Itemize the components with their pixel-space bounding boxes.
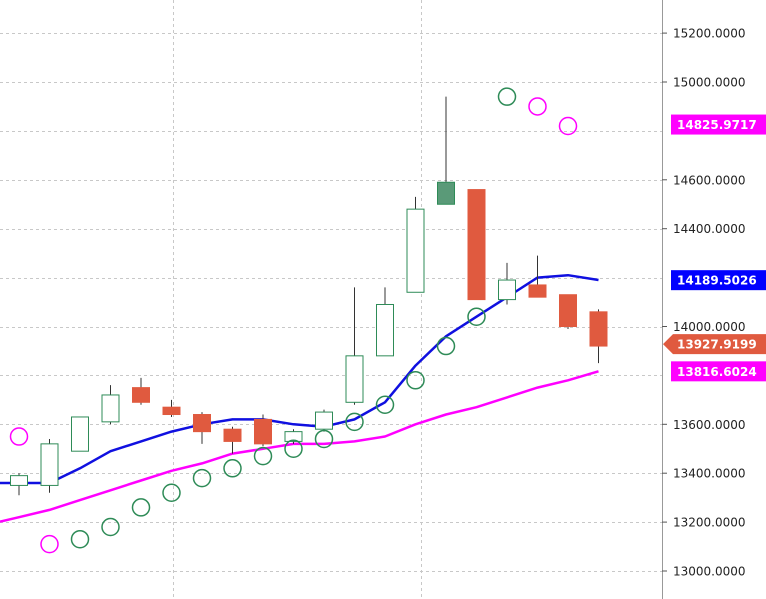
price-tag-label: 13927.9199 (677, 338, 757, 352)
sar-marker (131, 498, 151, 517)
bull-candle (437, 96, 455, 205)
candle-body (345, 355, 364, 403)
indicator-lines (0, 273, 599, 523)
price-tag-label: 13816.6024 (677, 365, 757, 379)
price-tag: 13816.6024 (671, 361, 766, 382)
bull-candle (376, 287, 394, 357)
bull-candle (498, 262, 516, 305)
sar-marker (253, 446, 273, 466)
bear-candle (132, 377, 150, 405)
candle-body (223, 428, 242, 442)
bear-candle (162, 399, 181, 417)
bull-candle (345, 287, 364, 405)
y-tick-label: 14000.0000 (673, 320, 746, 334)
bear-candle (193, 412, 211, 444)
price-tag-box (671, 270, 766, 291)
sar-marker (70, 529, 90, 549)
series-line-0 (0, 273, 599, 485)
bull-candle (101, 385, 120, 425)
bear-candle (559, 294, 577, 329)
bull-candle (315, 409, 333, 432)
sar-marker (101, 517, 120, 537)
candle-body (315, 411, 333, 430)
sar-marker (9, 427, 29, 446)
price-tag: 14825.9717 (671, 114, 766, 135)
candle-body (101, 394, 120, 423)
y-tick-label: 13200.0000 (673, 516, 746, 530)
sar-marker (192, 468, 212, 488)
price-tags: 14825.9717 14189.5026 13927.9199 13816.6024 (663, 114, 766, 382)
candle-body (71, 416, 89, 452)
bull-candle (71, 416, 89, 452)
sar-marker (497, 87, 517, 106)
candle-body (132, 387, 150, 403)
candle-body (467, 189, 486, 301)
y-tick-label: 15000.0000 (673, 76, 746, 90)
candle-body (284, 431, 303, 442)
sar-markers (9, 87, 578, 554)
candles (10, 96, 608, 496)
candle-body (528, 284, 547, 298)
bear-candle (467, 189, 486, 301)
bear-candle (589, 309, 608, 364)
y-tick-label: 15200.0000 (673, 27, 746, 41)
candle-body (40, 443, 59, 486)
y-axis: 13000.0000 13200.0000 13400.0000 13600.0000… (662, 27, 746, 579)
grid (0, 0, 662, 599)
price-tag-label: 14189.5026 (677, 274, 757, 288)
sar-marker (314, 429, 334, 449)
y-tick-label: 13400.0000 (673, 467, 746, 481)
candle-body (10, 475, 28, 486)
candle-body (406, 208, 425, 293)
price-tag-box (671, 114, 766, 135)
sar-marker (467, 307, 486, 326)
candle-body (559, 294, 577, 327)
sar-marker (162, 483, 181, 503)
price-tag-box (663, 334, 766, 355)
candle-body (498, 279, 516, 301)
sar-marker (436, 336, 456, 356)
candle-body (193, 414, 211, 433)
candle-body (437, 181, 455, 205)
bear-candle (254, 414, 272, 447)
sar-marker (558, 116, 578, 136)
price-tag: 14189.5026 (671, 270, 766, 291)
y-tick-label: 14600.0000 (673, 173, 746, 187)
candle-body (376, 303, 394, 357)
sar-marker (406, 371, 425, 390)
sar-marker (40, 534, 59, 554)
sar-marker (223, 459, 242, 478)
series-line-1 (0, 370, 599, 523)
sar-marker (345, 412, 364, 432)
candle-body (254, 418, 272, 445)
y-tick-label: 14400.0000 (673, 222, 746, 236)
price-tag-box (671, 361, 766, 382)
price-tag: 13927.9199 (663, 334, 766, 355)
sar-marker (284, 439, 303, 458)
y-tick-label: 13000.0000 (673, 565, 746, 579)
bull-candle (10, 473, 28, 496)
y-tick-label: 13600.0000 (673, 418, 746, 432)
bull-candle (284, 429, 303, 444)
bull-candle (40, 438, 59, 493)
candle-body (589, 311, 608, 347)
bear-candle (528, 255, 547, 298)
bear-candle (223, 426, 242, 454)
price-tag-label: 14825.9717 (677, 118, 757, 132)
sar-marker (375, 395, 395, 414)
candle-body (162, 406, 181, 416)
sar-marker (528, 97, 547, 116)
bull-candle (406, 196, 425, 293)
